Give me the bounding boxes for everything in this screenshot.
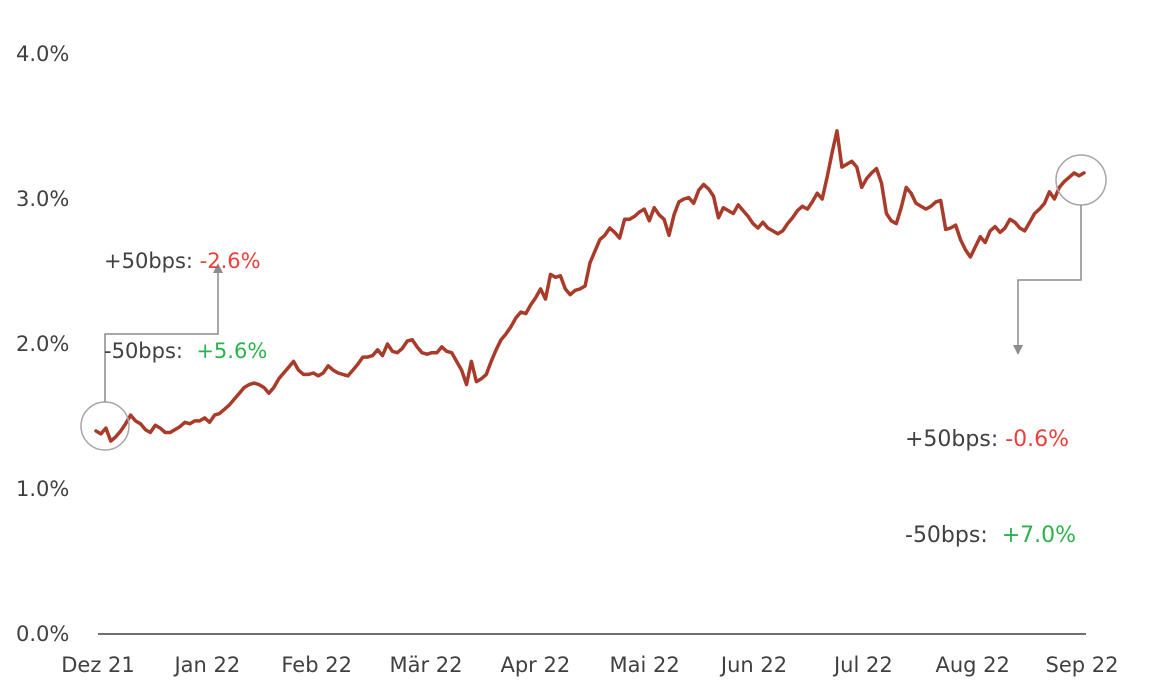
x-tick-label: Feb 22 — [281, 653, 352, 677]
end-up-row: +50bps: -0.6% — [905, 424, 1076, 456]
end-down-label: -50bps: — [905, 523, 1002, 548]
series-layer — [94, 129, 1086, 443]
x-tick-label: Dez 21 — [61, 653, 135, 677]
y-tick-label: 1.0% — [16, 477, 69, 501]
start-up-label: +50bps: — [104, 249, 200, 273]
y-tick-label: 2.0% — [16, 332, 69, 356]
start-arrow-head — [213, 263, 223, 273]
x-tick-label: Mär 22 — [389, 653, 462, 677]
x-tick-label: Apr 22 — [500, 653, 570, 677]
end-down-value: +7.0% — [1001, 523, 1077, 548]
end-annotation: +50bps: -0.6% -50bps: +7.0% — [905, 360, 1076, 584]
x-tick-label: Mai 22 — [610, 653, 680, 677]
start-down-row: -50bps: +5.6% — [104, 336, 267, 366]
y-tick-label: 3.0% — [16, 187, 69, 211]
series-line — [94, 129, 1086, 443]
y-axis-ticks: 4.0% 3.0% 2.0% 1.0% 0.0% — [16, 42, 69, 646]
end-down-row: -50bps: +7.0% — [905, 520, 1076, 552]
x-tick-label: Jan 22 — [172, 653, 240, 677]
start-down-label: -50bps: — [104, 339, 197, 363]
end-up-label: +50bps: — [905, 427, 1006, 452]
x-tick-label: Aug 22 — [935, 653, 1009, 677]
x-tick-label: Jun 22 — [719, 653, 787, 677]
y-tick-label: 0.0% — [16, 622, 69, 646]
x-tick-label: Sep 22 — [1046, 653, 1119, 677]
start-up-row: +50bps: -2.6% — [104, 246, 267, 276]
start-up-value: -2.6% — [199, 249, 261, 273]
start-down-value: +5.6% — [196, 339, 268, 363]
start-highlight-circle — [80, 401, 130, 451]
end-arrow-head — [1013, 345, 1023, 355]
y-tick-label: 4.0% — [16, 42, 69, 66]
x-tick-label: Jul 22 — [832, 653, 893, 677]
end-connector-line — [1017, 205, 1082, 346]
start-annotation: +50bps: -2.6% -50bps: +5.6% — [104, 186, 267, 396]
end-up-value: -0.6% — [1005, 427, 1070, 452]
start-connector-line — [104, 272, 219, 402]
x-axis-ticks: Dez 21 Jan 22 Feb 22 Mär 22 Apr 22 Mai 22 Jun … — [61, 653, 1118, 677]
